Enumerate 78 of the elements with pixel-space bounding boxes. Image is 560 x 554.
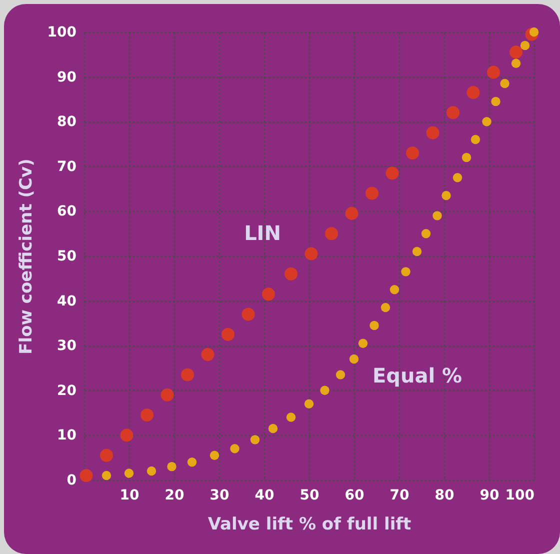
y-tick-label: 100 bbox=[47, 24, 77, 40]
point bbox=[221, 328, 235, 341]
y-tick-label: 60 bbox=[57, 204, 77, 220]
x-tick-label: 100 bbox=[505, 488, 535, 504]
point bbox=[187, 457, 197, 467]
point bbox=[336, 370, 346, 380]
point bbox=[509, 46, 523, 59]
point bbox=[482, 117, 492, 126]
point bbox=[100, 448, 114, 462]
x-tick-label: 40 bbox=[254, 488, 274, 504]
x-axis-title: Valve lift % of full lift bbox=[208, 514, 412, 534]
point bbox=[304, 247, 318, 260]
point bbox=[452, 173, 462, 182]
point bbox=[370, 320, 379, 330]
point bbox=[365, 186, 379, 200]
point bbox=[442, 190, 451, 200]
point bbox=[284, 267, 298, 280]
y-tick-label: 80 bbox=[57, 114, 77, 130]
point bbox=[491, 96, 500, 106]
point bbox=[242, 308, 255, 321]
point bbox=[401, 267, 410, 276]
point bbox=[520, 40, 530, 50]
point bbox=[446, 106, 460, 120]
point bbox=[386, 166, 399, 180]
x-tick-label: 80 bbox=[434, 488, 454, 504]
x-tick-label: 50 bbox=[300, 488, 320, 504]
point bbox=[462, 152, 472, 162]
x-tick-label: 70 bbox=[390, 488, 410, 504]
point bbox=[406, 146, 420, 160]
point bbox=[500, 78, 510, 88]
point bbox=[486, 66, 500, 79]
point bbox=[120, 428, 134, 442]
point bbox=[230, 444, 240, 454]
x-tick-label: 30 bbox=[210, 488, 230, 504]
point bbox=[358, 338, 368, 348]
point bbox=[390, 285, 400, 294]
point bbox=[432, 211, 442, 220]
point bbox=[320, 386, 330, 395]
y-tick-label: 70 bbox=[57, 158, 77, 175]
x-tick-label: 90 bbox=[480, 488, 500, 504]
point bbox=[210, 450, 220, 460]
x-tick-label: 60 bbox=[344, 488, 364, 504]
point bbox=[102, 470, 112, 480]
point bbox=[511, 58, 521, 68]
x-tick-label: 10 bbox=[120, 488, 140, 504]
point bbox=[304, 399, 314, 408]
point bbox=[167, 462, 176, 472]
point bbox=[286, 412, 296, 422]
y-axis-title: Flow coefficient (Cv) bbox=[16, 158, 36, 354]
series-label: Equal % bbox=[372, 364, 462, 388]
y-tick-label: 10 bbox=[57, 428, 77, 444]
y-tick-label: 40 bbox=[57, 293, 77, 310]
y-tick-label: 20 bbox=[57, 382, 77, 399]
point bbox=[140, 408, 154, 422]
point bbox=[470, 134, 480, 144]
point bbox=[426, 126, 440, 140]
point bbox=[268, 424, 278, 434]
point bbox=[380, 302, 390, 312]
point bbox=[124, 468, 134, 478]
series-label: LIN bbox=[244, 220, 281, 245]
point bbox=[160, 388, 174, 402]
point bbox=[250, 435, 260, 444]
point bbox=[262, 288, 276, 301]
point bbox=[412, 246, 422, 256]
y-tick-label: 30 bbox=[57, 338, 77, 354]
point bbox=[180, 368, 194, 382]
y-tick-label: 90 bbox=[57, 69, 77, 86]
point bbox=[80, 469, 93, 482]
point bbox=[349, 354, 359, 364]
point bbox=[146, 466, 156, 476]
y-tick-label: 50 bbox=[57, 248, 77, 264]
x-tick-label: 20 bbox=[164, 488, 184, 504]
point bbox=[345, 206, 358, 220]
point bbox=[324, 227, 338, 240]
point bbox=[421, 229, 431, 238]
y-tick-label: 0 bbox=[66, 472, 77, 488]
point bbox=[466, 86, 480, 99]
point bbox=[201, 348, 214, 362]
